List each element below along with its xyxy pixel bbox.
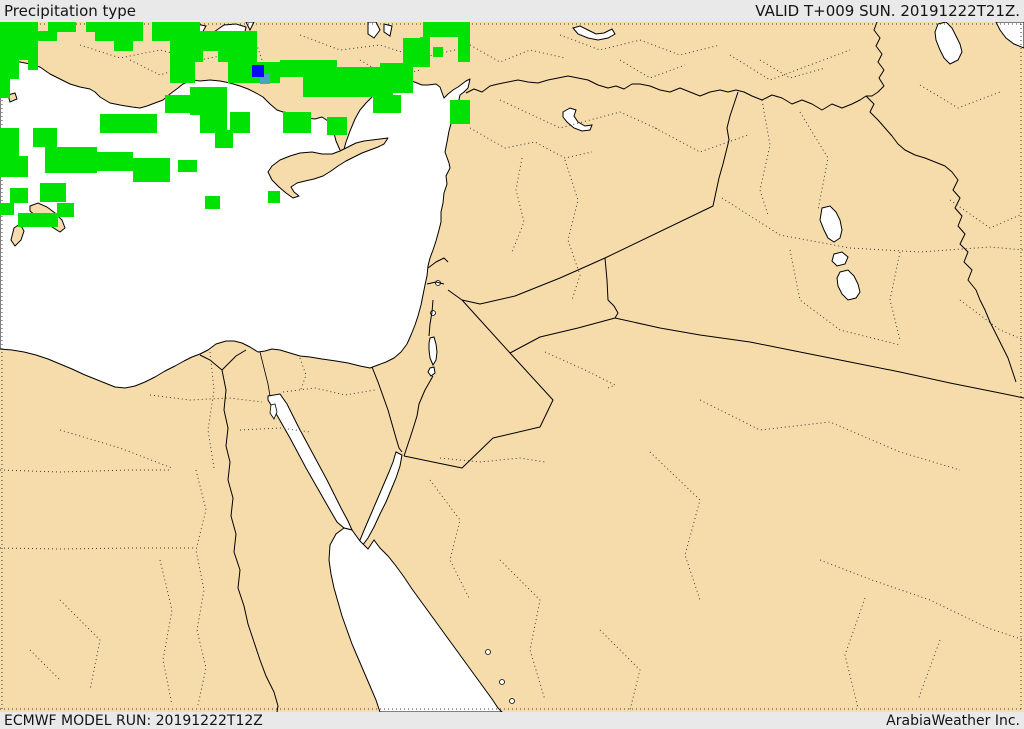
rain-cell [327, 117, 347, 135]
cyprus-island [267, 137, 389, 199]
rain-cell [45, 147, 97, 173]
rain-cell [200, 115, 227, 133]
border-israel-jordan [403, 299, 434, 457]
border-jordan-iraq [604, 257, 619, 319]
rain-cell [283, 112, 311, 133]
rain-cell [48, 22, 76, 32]
border-lebanon-syria [426, 257, 449, 285]
weather-map [0, 22, 1024, 712]
lake-urmia [934, 22, 963, 65]
border-syria-jordan [447, 257, 606, 305]
rain-cell [380, 63, 413, 93]
rain-cell [0, 203, 14, 215]
rain-cell [433, 47, 443, 57]
rain-cell [114, 41, 133, 51]
red-sea-island [499, 679, 505, 685]
rain-cell [100, 114, 157, 133]
rain-cell [230, 112, 250, 133]
model-run-label: ECMWF MODEL RUN: 20191222T12Z [4, 712, 263, 729]
rain-cell [303, 67, 393, 97]
rain-cell [95, 152, 133, 171]
rain-cell [38, 31, 57, 41]
border-iraq-saudi [614, 317, 1024, 399]
rain-cell [170, 62, 195, 83]
red-sea [328, 527, 503, 712]
border-jordan-saudi [403, 317, 616, 469]
border-iran-iraq [865, 95, 1017, 383]
rain-cell [190, 87, 227, 115]
border-egypt-israel [371, 366, 403, 453]
nile-river [221, 369, 279, 712]
rain-cell [57, 203, 74, 217]
rain-cell [170, 51, 203, 62]
lake-razzaza [836, 269, 861, 301]
red-sea-island [485, 649, 491, 655]
lake-tuz [572, 25, 616, 41]
precipitation-layer [0, 22, 470, 227]
red-sea-island [509, 698, 515, 704]
suez-canal [259, 351, 271, 397]
lake-egirdir [367, 22, 381, 39]
border-jordan-saudi-spur [461, 299, 511, 354]
rain-cell [33, 128, 57, 147]
rain-cell [10, 188, 28, 203]
dead-sea-south [427, 366, 436, 377]
map-canvas [0, 22, 1024, 712]
rain-cell [28, 60, 38, 70]
border-turkey-syria-iraq [465, 75, 867, 111]
rain-cell [0, 156, 28, 177]
rain-cell [0, 128, 19, 156]
brand-label: ArabiaWeather Inc. [886, 712, 1020, 729]
product-title: Precipitation type [4, 2, 137, 20]
rain-cell [40, 183, 66, 202]
rain-cell [0, 41, 19, 79]
admin-borders [0, 23, 1024, 711]
rain-cell [19, 41, 38, 60]
rain-cell [178, 160, 197, 172]
top-title-bar: Precipitation type VALID T+009 SUN. 2019… [0, 0, 1024, 22]
border-syria-iraq [604, 91, 739, 259]
lake-aksehir [383, 23, 393, 37]
rain-cell [268, 191, 280, 203]
lake-assad [562, 107, 593, 132]
country-borders [371, 22, 1024, 469]
rain-cell [0, 79, 10, 98]
valid-time-label: VALID T+009 SUN. 20191222T21Z. [755, 2, 1020, 20]
rain-cell [373, 95, 401, 113]
rain-cell [95, 31, 133, 41]
rain-cell [170, 31, 257, 51]
rain-cell [458, 22, 470, 62]
snow-cell [252, 65, 264, 77]
lake-tharthar [819, 205, 843, 243]
aegean-island [7, 92, 18, 103]
rain-cell [0, 22, 38, 41]
rain-cell [133, 158, 170, 182]
rain-cell [165, 95, 193, 113]
rain-cell [215, 130, 233, 148]
rain-cell [205, 196, 220, 209]
rain-cell [218, 51, 257, 62]
lake-habbaniyah [831, 251, 849, 267]
bitter-lakes [269, 403, 278, 420]
rain-cell [420, 37, 430, 53]
dead-sea [428, 336, 438, 367]
nile-delta-branch [221, 349, 247, 371]
rain-cell [450, 100, 470, 124]
border-turkey-iran [866, 22, 885, 97]
nile-delta-branch [199, 354, 223, 371]
bottom-status-bar: ECMWF MODEL RUN: 20191222T12Z ArabiaWeat… [0, 712, 1024, 729]
caspian-sea-corner [995, 22, 1024, 49]
rain-cell [86, 22, 143, 32]
mix-cell [260, 74, 270, 84]
rain-cell [133, 22, 143, 41]
rain-cell [18, 213, 58, 227]
